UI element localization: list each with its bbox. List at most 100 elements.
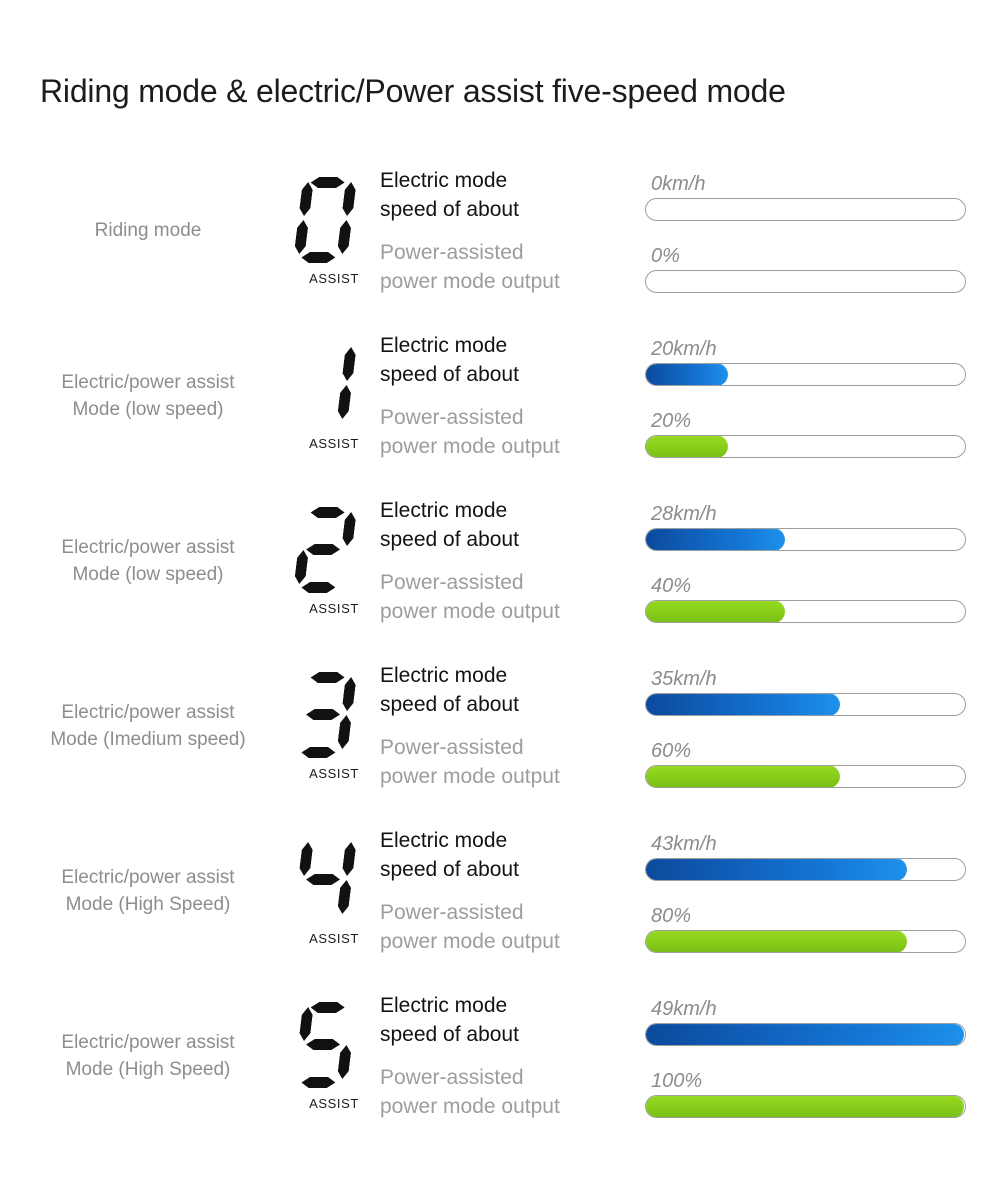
power-metric: Power-assisted power mode output 20% [380,403,966,461]
power-caption-line2: power mode output [380,269,560,293]
assist-label: ASSIST [309,765,359,781]
power-bar-track [645,599,966,623]
speed-caption-line1: Electric mode [380,333,508,357]
assist-level-digit-0: ASSIST [270,176,380,286]
metrics-group: Electric mode speed of about 43km/h Power-a… [380,826,1000,956]
speed-value-label: 49km/h [651,997,717,1020]
speed-meter: 35km/h [645,668,966,719]
power-caption-line1: Power-assisted [380,240,524,264]
power-value-label: 100% [651,1069,703,1092]
mode-rows-container: Riding mode ASSIST Electric mode speed of a… [0,148,1000,1138]
segment-c-icon [337,385,352,419]
mode-row: Electric/power assist Mode (High Speed) AS… [0,808,1000,973]
segment-e-icon [294,550,309,584]
speed-metric: Electric mode speed of about 28km/h [380,496,966,554]
speed-meter: 43km/h [645,833,966,884]
speed-bar-track [645,1022,966,1046]
assist-label: ASSIST [309,435,359,451]
page-title: Riding mode & electric/Power assist five… [40,73,786,110]
speed-bar-track [645,527,966,551]
speed-meter: 20km/h [645,338,966,389]
segment-b-icon [341,512,356,546]
speed-metric-caption: Electric mode speed of about [380,331,645,389]
power-bar-fill [646,930,907,952]
speed-bar-fill [646,528,786,550]
power-bar-track [645,269,966,293]
mode-label-line2: Mode (Imedium speed) [50,728,246,750]
assist-level-digit-3: ASSIST [270,671,380,781]
mode-label: Electric/power assist Mode (High Speed) [0,864,270,918]
power-metric: Power-assisted power mode output 60% [380,733,966,791]
metrics-group: Electric mode speed of about 20km/h Power-a… [380,331,1000,461]
speed-meter: 28km/h [645,503,966,554]
speed-caption-line1: Electric mode [380,498,508,522]
power-caption-line2: power mode output [380,764,560,788]
speed-bar-fill [646,858,907,880]
speed-meter: 49km/h [645,998,966,1049]
mode-row: Electric/power assist Mode (low speed) ASS… [0,478,1000,643]
segment-b-icon [341,842,356,876]
mode-label-line2: Mode (low speed) [72,563,224,585]
mode-label: Electric/power assist Mode (low speed) [0,534,270,588]
mode-label-line2: Mode (High Speed) [65,1058,231,1080]
assist-level-digit-2: ASSIST [270,506,380,616]
power-metric-caption: Power-assisted power mode output [380,403,645,461]
mode-label-line1: Electric/power assist [61,371,235,393]
power-bar-track [645,1094,966,1118]
speed-bar-fill [646,1023,964,1045]
speed-caption-line2: speed of about [380,692,519,716]
segment-c-icon [337,715,352,749]
speed-metric: Electric mode speed of about 49km/h [380,991,966,1049]
segment-e-icon [294,220,309,254]
metrics-group: Electric mode speed of about 28km/h Power-a… [380,496,1000,626]
power-metric: Power-assisted power mode output 80% [380,898,966,956]
assist-label: ASSIST [309,600,359,616]
segment-g-icon [305,709,340,720]
power-caption-line1: Power-assisted [380,1065,524,1089]
segment-d-icon [301,252,336,263]
segment-b-icon [341,677,356,711]
speed-metric-caption: Electric mode speed of about [380,496,645,554]
power-bar-fill [646,600,786,622]
speed-value-label: 0km/h [651,172,706,195]
power-metric-caption: Power-assisted power mode output [380,1063,645,1121]
segment-g-icon [305,544,340,555]
assist-level-digit-4: ASSIST [270,836,380,946]
speed-value-label: 20km/h [651,337,717,360]
speed-caption-line2: speed of about [380,197,519,221]
mode-label-line2: Mode (High Speed) [65,893,231,915]
speed-value-label: 28km/h [651,502,717,525]
speed-bar-track [645,197,966,221]
power-caption-line1: Power-assisted [380,735,524,759]
mode-label-line1: Electric/power assist [61,701,235,723]
segment-a-icon [310,177,345,188]
speed-caption-line1: Electric mode [380,828,508,852]
mode-row: Electric/power assist Mode (low speed) ASS… [0,313,1000,478]
power-bar-fill [646,435,728,457]
seven-segment-display [292,836,359,924]
seven-segment-display [292,341,359,429]
power-metric-caption: Power-assisted power mode output [380,898,645,956]
speed-caption-line1: Electric mode [380,663,508,687]
speed-caption-line2: speed of about [380,1022,519,1046]
segment-b-icon [341,182,356,216]
speed-caption-line1: Electric mode [380,168,508,192]
power-caption-line1: Power-assisted [380,900,524,924]
speed-bar-fill [646,363,728,385]
speed-metric-caption: Electric mode speed of about [380,661,645,719]
assist-label: ASSIST [309,270,359,286]
segment-g-icon [305,1039,340,1050]
seven-segment-display [292,176,359,264]
speed-metric-caption: Electric mode speed of about [380,991,645,1049]
segment-a-icon [310,1002,345,1013]
segment-c-icon [337,880,352,914]
power-value-label: 20% [651,409,692,432]
speed-bar-track [645,362,966,386]
speed-bar-track [645,692,966,716]
power-value-label: 0% [651,244,680,267]
speed-metric: Electric mode speed of about 20km/h [380,331,966,389]
segment-f-icon [298,1007,313,1041]
power-caption-line1: Power-assisted [380,570,524,594]
assist-level-digit-1: ASSIST [270,341,380,451]
segment-f-icon [298,182,313,216]
